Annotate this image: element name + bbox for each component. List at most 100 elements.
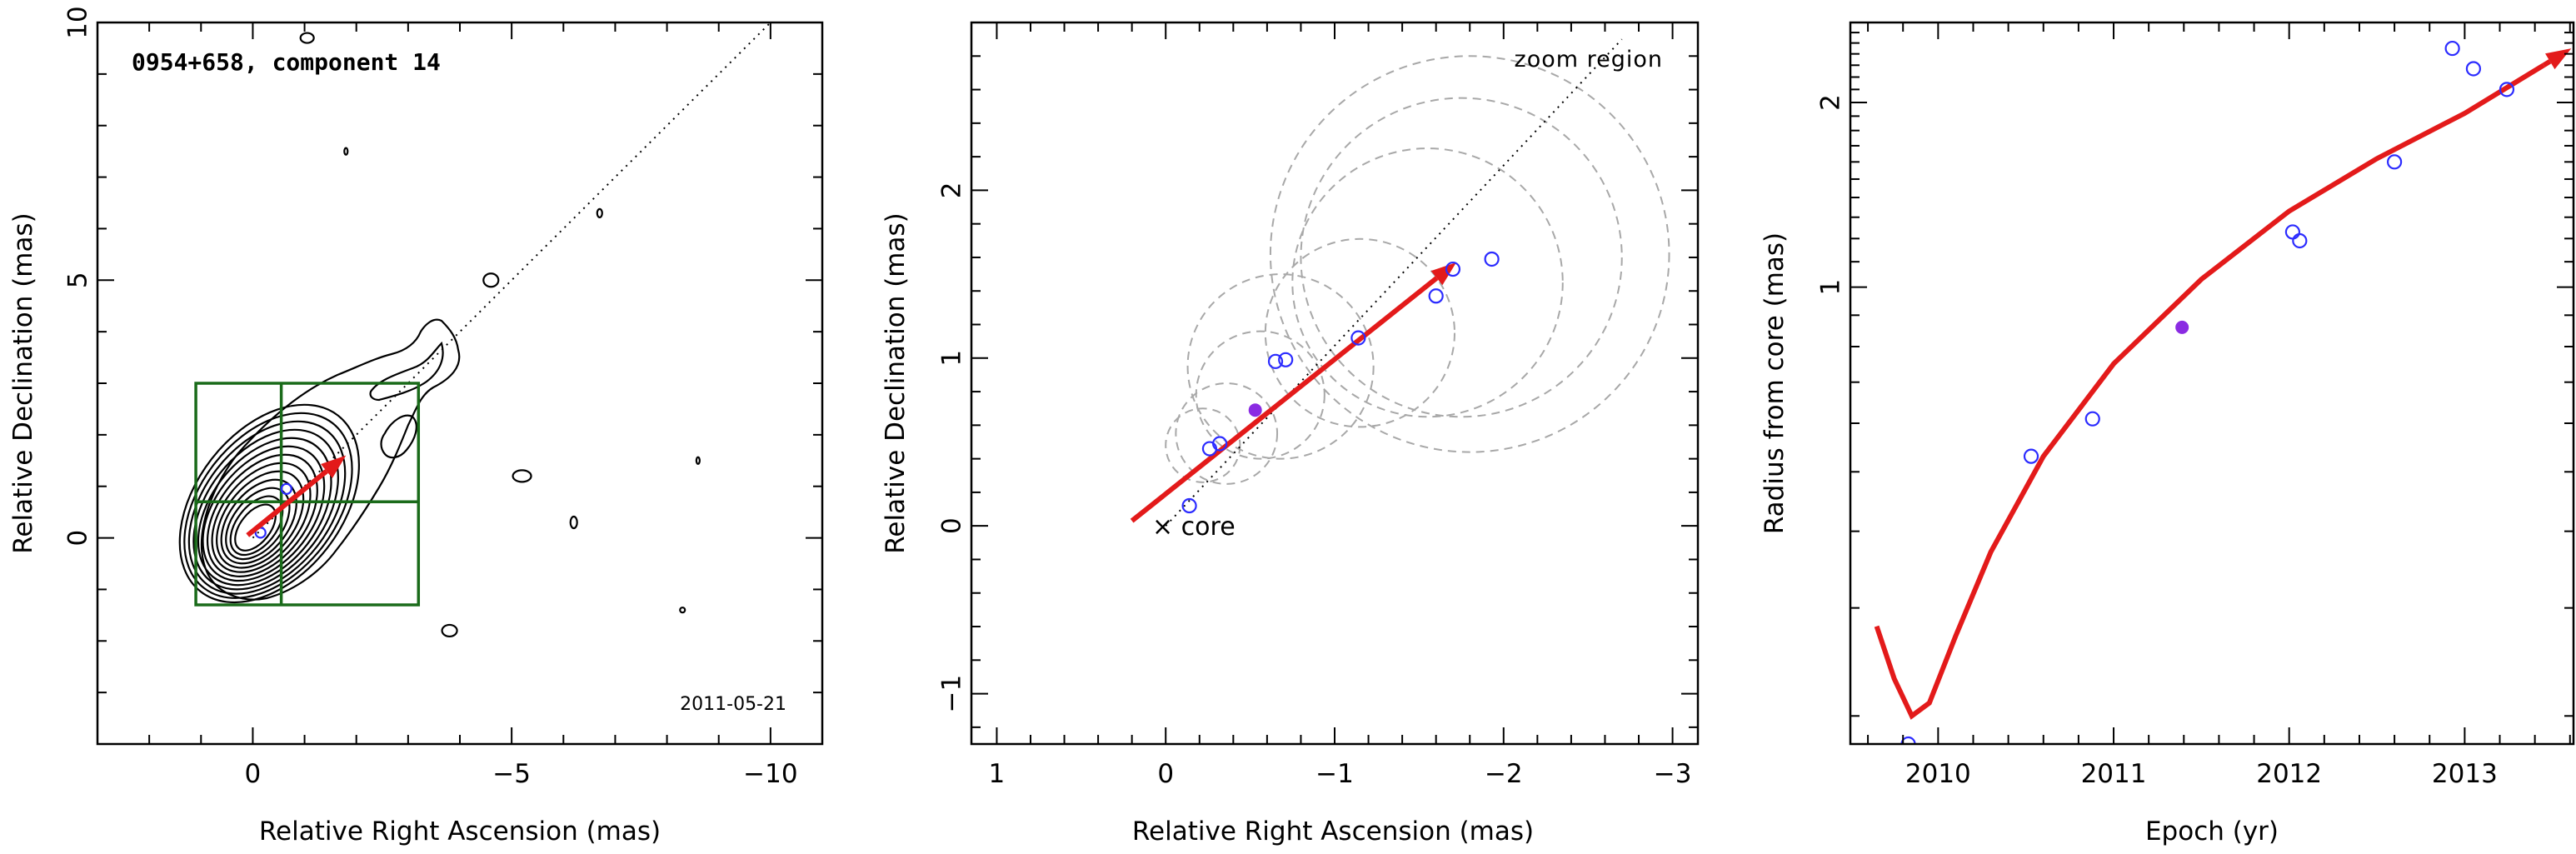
right-x-tick-label: 2010 xyxy=(1905,759,1971,789)
radius-epoch-point xyxy=(2444,40,2460,57)
core-contour xyxy=(216,470,305,569)
right-y-axis-label: Radius from core (mas) xyxy=(1760,232,1790,534)
component-position-point xyxy=(1445,261,1461,277)
right-y-tick-label: 2 xyxy=(1816,94,1846,111)
middle-plot-frame xyxy=(970,21,1700,746)
left-panel: 0 −5 −10 0 5 10 0954+658, component 14 2011-0… xyxy=(8,6,824,847)
component-point xyxy=(280,482,292,495)
middle-y-tick-label: −1 xyxy=(937,675,967,713)
core-contour xyxy=(220,478,297,565)
middle-y-tick-label: 1 xyxy=(937,350,967,367)
right-x-axis-label: Epoch (yr) xyxy=(2145,817,2279,847)
middle-x-tick-label: −3 xyxy=(1654,759,1692,789)
left-axis-ticks: 0 −5 −10 0 5 10 xyxy=(63,6,822,789)
core-contour xyxy=(229,495,284,557)
right-x-tick-label: 2012 xyxy=(2256,759,2322,789)
noise-contour xyxy=(441,623,458,638)
left-x-tick-label: 0 xyxy=(245,759,262,789)
noise-contour xyxy=(482,272,500,288)
right-plot-marks xyxy=(1874,40,2572,744)
right-panel: 2010 2011 2012 2013 1 2 Epoch (yr) Radius fro… xyxy=(1760,21,2575,847)
component-position-point xyxy=(1181,497,1197,514)
middle-y-tick-label: 2 xyxy=(937,182,967,199)
middle-x-tick-label: −1 xyxy=(1315,759,1354,789)
radius-epoch-point xyxy=(2023,448,2039,464)
left-x-tick-label: −10 xyxy=(743,759,797,789)
zoom-region-box xyxy=(194,382,421,607)
middle-axis-ticks: 1 0 −1 −2 −3 −1 0 1 2 xyxy=(937,22,1698,789)
left-plot-marks xyxy=(194,22,771,607)
radius-epoch-point xyxy=(2465,61,2482,77)
component-size-circle xyxy=(1264,237,1455,428)
right-y-tick-label: 1 xyxy=(1816,279,1846,296)
component-position-point xyxy=(1484,251,1500,267)
component-size-circle xyxy=(1165,407,1241,483)
left-y-axis-label: Relative Declination (mas) xyxy=(8,212,38,554)
core-contour xyxy=(206,453,318,577)
core-contour xyxy=(178,403,361,604)
noise-contour xyxy=(343,147,349,156)
right-trajectory-arrow xyxy=(2542,59,2552,67)
noise-contour xyxy=(569,515,578,530)
left-y-tick-label: 5 xyxy=(63,272,93,288)
radius-epoch-point xyxy=(2084,411,2100,427)
component-position-point xyxy=(1350,330,1366,346)
middle-x-axis-label: Relative Right Ascension (mas) xyxy=(1132,817,1534,847)
left-y-tick-label: 0 xyxy=(63,530,93,547)
middle-x-tick-label: 1 xyxy=(989,759,1006,789)
middle-plot-marks xyxy=(1130,38,1670,527)
current-epoch-point xyxy=(1248,403,1262,417)
component-position-point xyxy=(1267,353,1284,369)
left-x-axis-label: Relative Right Ascension (mas) xyxy=(259,817,661,847)
radial-motion-fit-curve xyxy=(1874,62,2545,720)
component-size-circle xyxy=(1300,97,1623,418)
current-epoch-point xyxy=(2175,320,2189,334)
left-trajectory-arrowhead xyxy=(321,455,347,479)
left-date-annotation: 2011-05-21 xyxy=(680,694,786,715)
left-x-tick-label: −5 xyxy=(492,759,531,789)
radius-epoch-point xyxy=(2499,82,2515,97)
jet-knot-contour xyxy=(380,414,417,459)
middle-x-tick-label: −2 xyxy=(1485,759,1523,789)
right-axis-ticks: 2010 2011 2012 2013 1 2 xyxy=(1816,22,2574,789)
core-contour xyxy=(202,445,326,582)
noise-contour xyxy=(695,456,701,465)
component-position-point xyxy=(1428,288,1444,304)
jet-axis-line xyxy=(252,22,771,539)
zoom-region-label: zoom region xyxy=(1515,47,1663,72)
component-size-circle xyxy=(1291,147,1564,418)
middle-trajectory-arrowhead xyxy=(1430,262,1457,286)
left-trajectory-arrow xyxy=(246,469,328,537)
radius-epoch-point xyxy=(2284,224,2301,240)
noise-contour xyxy=(679,607,686,614)
right-trajectory-arrowhead xyxy=(2545,48,2572,70)
right-x-tick-label: 2013 xyxy=(2432,759,2498,789)
noise-contour xyxy=(512,469,532,483)
component-position-point xyxy=(1278,352,1294,367)
right-plot-frame xyxy=(1849,21,2575,746)
noise-contour xyxy=(299,32,315,44)
right-x-tick-label: 2011 xyxy=(2081,759,2147,789)
core-contour xyxy=(197,437,332,587)
left-panel-title: 0954+658, component 14 xyxy=(132,48,441,76)
noise-contour xyxy=(596,207,603,218)
middle-y-tick-label: 0 xyxy=(937,517,967,534)
component-position-point xyxy=(1212,436,1228,452)
core-contour xyxy=(211,462,312,573)
component-size-circle xyxy=(1175,382,1279,485)
core-marker-label: × core xyxy=(1152,512,1236,542)
core-contour xyxy=(183,412,353,599)
left-y-tick-label: 10 xyxy=(63,6,93,38)
radio-contours xyxy=(178,32,701,638)
core-contour xyxy=(234,503,277,552)
middle-y-axis-label: Relative Declination (mas) xyxy=(881,212,911,554)
middle-x-tick-label: 0 xyxy=(1157,759,1174,789)
radius-epoch-point xyxy=(2292,232,2308,249)
radius-epoch-point xyxy=(1900,736,1916,744)
jet-contour xyxy=(369,341,444,402)
component-size-circle xyxy=(1269,55,1670,453)
middle-trajectory-arrow xyxy=(1130,276,1439,523)
core-contour xyxy=(187,420,347,595)
jet-axis-line xyxy=(1165,38,1623,527)
